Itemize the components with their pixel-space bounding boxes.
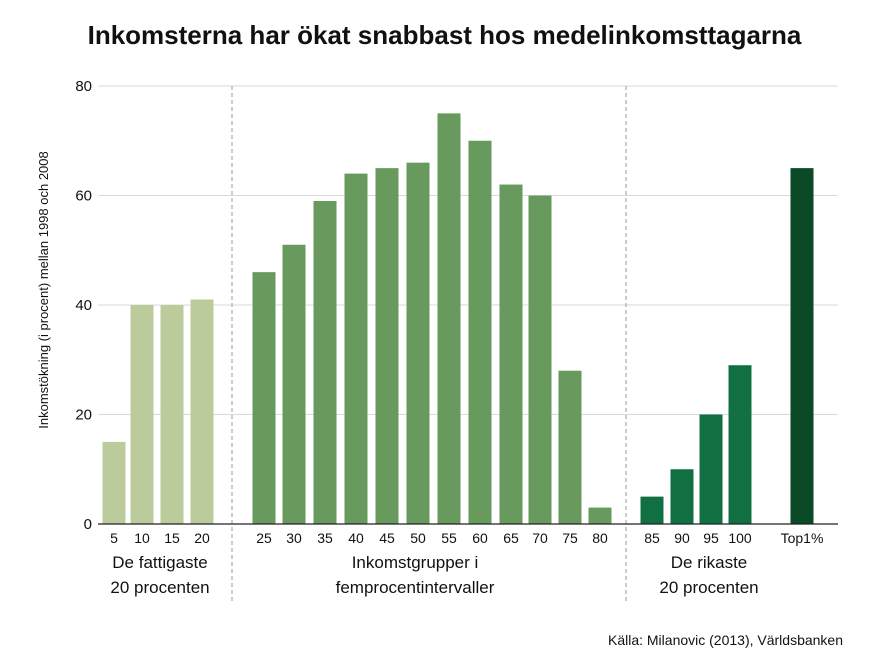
x-tick-label: 50 <box>410 530 426 546</box>
y-axis-label: Inkomstökning (i procent) mellan 1998 oc… <box>36 151 51 429</box>
x-tick-label: 85 <box>644 530 660 546</box>
x-tick-label: 35 <box>317 530 333 546</box>
y-tick-label: 80 <box>75 78 92 95</box>
x-tick-label: 30 <box>286 530 302 546</box>
x-tick-label: 15 <box>164 530 180 546</box>
x-tick-label: Top1% <box>781 530 824 546</box>
x-tick-label: 60 <box>472 530 488 546</box>
bar <box>130 305 154 524</box>
x-tick-label: 100 <box>728 530 752 546</box>
x-tick-label: 20 <box>194 530 210 546</box>
bar <box>344 173 368 524</box>
x-tick-label: 80 <box>592 530 608 546</box>
x-tick-label: 95 <box>703 530 719 546</box>
x-tick-label: 25 <box>256 530 272 546</box>
bar <box>102 441 126 524</box>
x-axis: 5 10 15 20 25 30 35 40 45 50 55 60 65 70 75 80 85 90 95 100… <box>98 523 838 546</box>
bar <box>528 195 552 524</box>
group-label-line1: Inkomstgrupper i <box>352 553 479 572</box>
bar <box>437 113 461 524</box>
group-label-line2: femprocentintervaller <box>336 578 495 597</box>
x-tick-label: 75 <box>562 530 578 546</box>
bar <box>728 365 752 524</box>
bar <box>313 200 337 524</box>
bar <box>790 168 814 524</box>
x-tick-label: 45 <box>379 530 395 546</box>
bar <box>160 305 184 524</box>
chart-title: Inkomsterna har ökat snabbast hos medeli… <box>87 20 802 50</box>
x-tick-label: 10 <box>134 530 150 546</box>
y-axis: 0 20 40 60 80 <box>75 78 92 533</box>
bar <box>670 469 694 524</box>
x-tick-label: 65 <box>503 530 519 546</box>
y-tick-label: 0 <box>84 516 92 533</box>
bar <box>375 168 399 524</box>
x-tick-label: 40 <box>348 530 364 546</box>
bar <box>282 244 306 524</box>
bar <box>640 496 664 524</box>
bar <box>499 184 523 525</box>
group-separators <box>231 86 627 604</box>
y-tick-label: 60 <box>75 188 92 205</box>
x-tick-label: 5 <box>110 530 118 546</box>
bar <box>558 370 582 524</box>
x-tick-label: 55 <box>441 530 457 546</box>
bars <box>102 113 814 525</box>
bar <box>588 507 612 524</box>
bar <box>190 299 214 524</box>
bar <box>468 140 492 524</box>
source-note: Källa: Milanovic (2013), Världsbanken <box>607 632 843 648</box>
x-tick-label: 70 <box>532 530 548 546</box>
group-labels: De fattigaste 20 procenten Inkomstgrupper … <box>110 553 758 597</box>
bar <box>699 414 723 524</box>
group-label-line1: De rikaste <box>671 553 748 572</box>
y-tick-label: 40 <box>75 297 92 314</box>
y-tick-label: 20 <box>75 407 92 424</box>
group-label-line2: 20 procenten <box>659 578 758 597</box>
group-label-line2: 20 procenten <box>110 578 209 597</box>
bar <box>252 272 276 524</box>
bar <box>406 162 430 524</box>
x-tick-label: 90 <box>674 530 690 546</box>
group-label-line1: De fattigaste <box>112 553 207 572</box>
